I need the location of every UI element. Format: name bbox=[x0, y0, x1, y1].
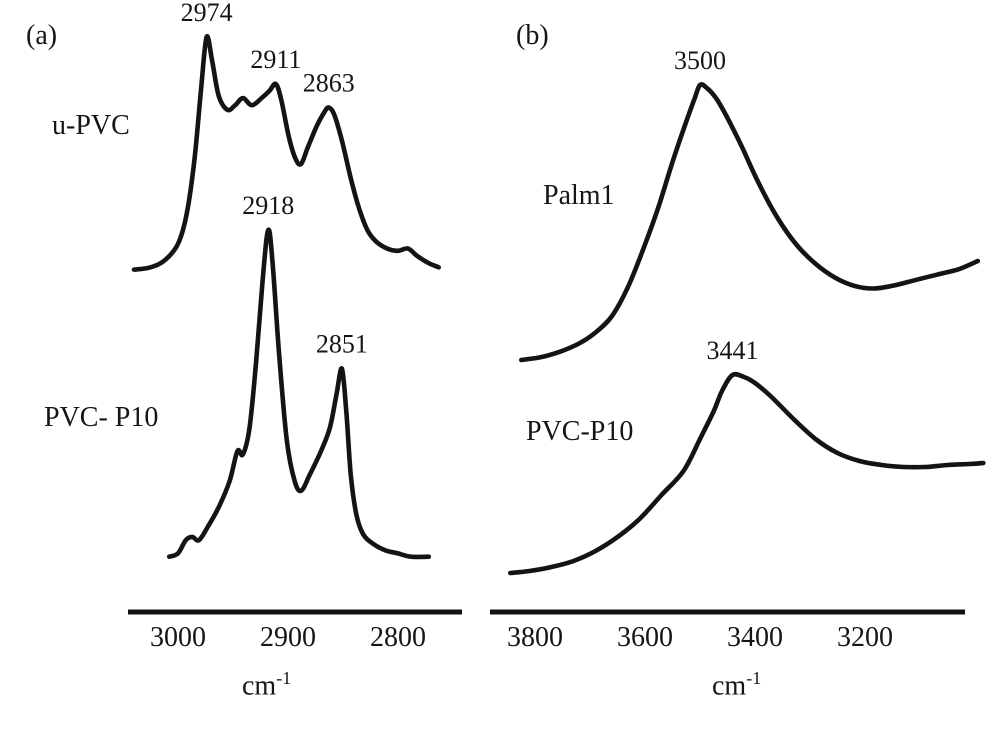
series-label-pvc-p10-b: PVC-P10 bbox=[526, 416, 634, 447]
peak-label: 3500 bbox=[674, 46, 726, 75]
panel-a-tag: (a) bbox=[26, 20, 58, 51]
peak-label: 2863 bbox=[303, 69, 355, 98]
spectrum-curve-a-1 bbox=[166, 227, 432, 560]
series-label-palm1: Palm1 bbox=[543, 180, 615, 211]
spectrum-curve-b-1 bbox=[508, 371, 986, 576]
x-axis-unit-b-exponent: -1 bbox=[746, 668, 762, 688]
spectrum-curve-b-0 bbox=[519, 82, 981, 363]
series-label-u-pvc: u-PVC bbox=[52, 110, 130, 141]
x-tick-label: 3800 bbox=[507, 622, 563, 653]
peak-label: 2974 bbox=[181, 0, 233, 27]
x-axis-unit-a: cm-1 bbox=[242, 668, 291, 702]
peak-label: 3441 bbox=[706, 336, 758, 365]
x-tick-label: 3000 bbox=[150, 622, 206, 653]
spectrum-curve-a-0 bbox=[131, 33, 441, 272]
x-axis-unit-b-base: cm bbox=[712, 670, 747, 702]
series-label-pvc-p10-a: PVC- P10 bbox=[44, 402, 159, 433]
panel-b-tag: (b) bbox=[516, 20, 549, 51]
peak-label: 2918 bbox=[242, 191, 294, 220]
x-tick-label: 2800 bbox=[370, 622, 426, 653]
peak-label: 2851 bbox=[316, 330, 368, 359]
x-axis-unit-a-base: cm bbox=[242, 670, 277, 702]
peak-label: 2911 bbox=[250, 45, 301, 74]
x-tick-label: 3200 bbox=[837, 622, 893, 653]
x-axis-unit-b: cm-1 bbox=[712, 668, 761, 702]
x-tick-label: 2900 bbox=[260, 622, 316, 653]
x-tick-label: 3400 bbox=[727, 622, 783, 653]
x-axis-unit-a-exponent: -1 bbox=[276, 668, 292, 688]
x-tick-label: 3600 bbox=[617, 622, 673, 653]
